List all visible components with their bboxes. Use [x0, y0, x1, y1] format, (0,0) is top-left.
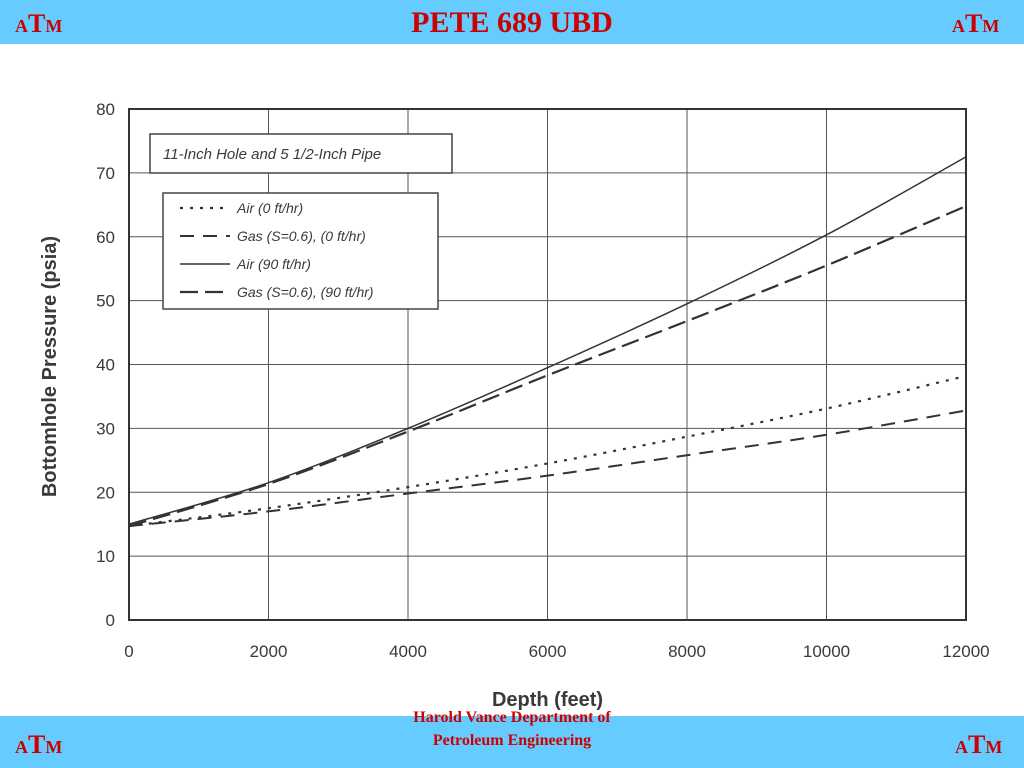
y-tick-label: 50	[96, 292, 115, 311]
x-tick-label: 8000	[668, 642, 706, 661]
x-tick-label: 2000	[250, 642, 288, 661]
legend-label-2: Gas (S=0.6), (0 ft/hr)	[237, 228, 366, 244]
legend-label-1: Air (0 ft/hr)	[236, 200, 303, 216]
y-tick-label: 30	[96, 419, 115, 438]
x-tick-label: 10000	[803, 642, 850, 661]
atm-logo-top-left: ATM	[15, 9, 63, 38]
y-tick-label: 20	[96, 483, 115, 502]
series-line-3	[128, 156, 967, 525]
atm-logo-top-right: ATM	[952, 9, 1000, 38]
footer-department: Harold Vance Department of	[413, 709, 611, 726]
x-tick-label: 12000	[942, 642, 989, 661]
header-band	[0, 0, 1024, 44]
atm-logo-bottom-left: ATM	[15, 730, 63, 759]
x-tick-label: 0	[124, 642, 133, 661]
footer-band	[0, 716, 1024, 768]
page-title: PETE 689 UBD	[411, 6, 613, 39]
y-tick-label: 70	[96, 164, 115, 183]
x-tick-label: 4000	[389, 642, 427, 661]
series-line-1	[128, 374, 967, 528]
y-tick-label: 10	[96, 547, 115, 566]
footer-engineering: Petroleum Engineering	[432, 732, 592, 749]
plot-frame	[128, 108, 967, 621]
legend-label-4: Gas (S=0.6), (90 ft/hr)	[237, 284, 374, 300]
x-axis-label: Depth (feet)	[492, 689, 603, 711]
pressure-depth-chart: 0 2000 4000 6000 8000 10000 12000 0 10 20 30 40 50 60…	[39, 100, 990, 711]
legend-label-3: Air (90 ft/hr)	[236, 256, 311, 272]
y-tick-label: 80	[96, 100, 115, 119]
y-axis-label: Bottomhole Pressure (psia)	[39, 236, 61, 497]
legend-box	[162, 192, 439, 310]
series-line-2	[128, 409, 967, 528]
atm-logo-bottom-right: ATM	[955, 730, 1003, 759]
y-tick-label: 60	[96, 228, 115, 247]
x-tick-label: 6000	[529, 642, 567, 661]
chart-title-box	[149, 133, 453, 174]
chart-title: 11-Inch Hole and 5 1/2-Inch Pipe	[163, 146, 381, 163]
y-tick-label: 0	[106, 611, 115, 630]
y-tick-label: 40	[96, 356, 115, 375]
